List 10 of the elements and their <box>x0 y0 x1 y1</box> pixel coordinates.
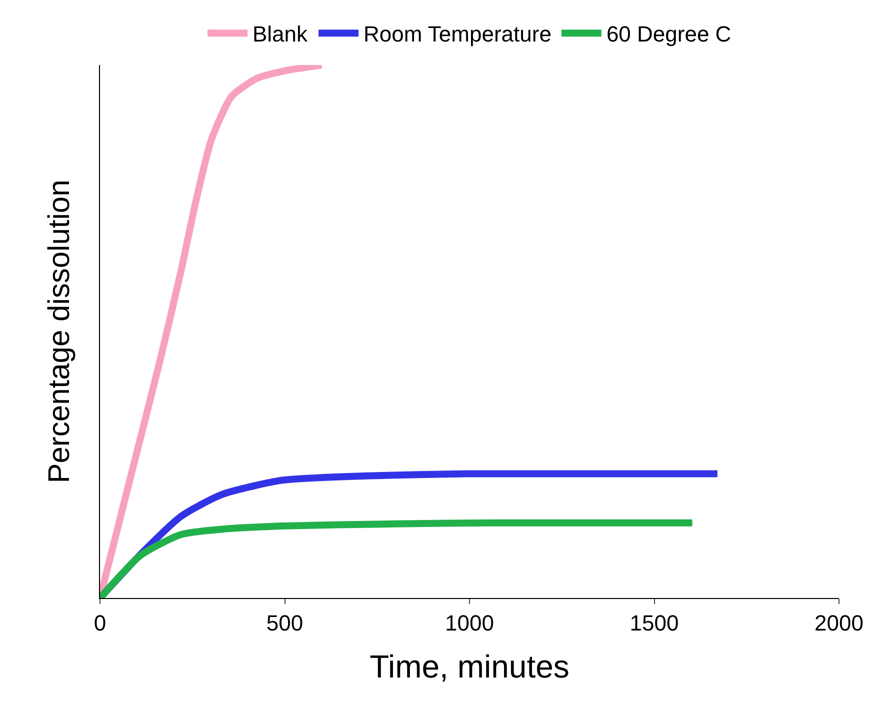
legend-label: 60 Degree C <box>606 22 732 47</box>
x-tick-label: 1000 <box>445 610 494 636</box>
y-axis-title: Percentage dissolution <box>43 180 76 484</box>
x-axis-title: Time, minutes <box>370 648 570 684</box>
x-tick-label: 0 <box>94 610 106 636</box>
legend-label: Room Temperature <box>364 22 552 47</box>
x-tick-label: 1500 <box>630 610 679 636</box>
legend-label: Blank <box>252 22 309 47</box>
x-tick-label: 2000 <box>814 610 864 636</box>
x-tick-label: 500 <box>266 610 304 636</box>
